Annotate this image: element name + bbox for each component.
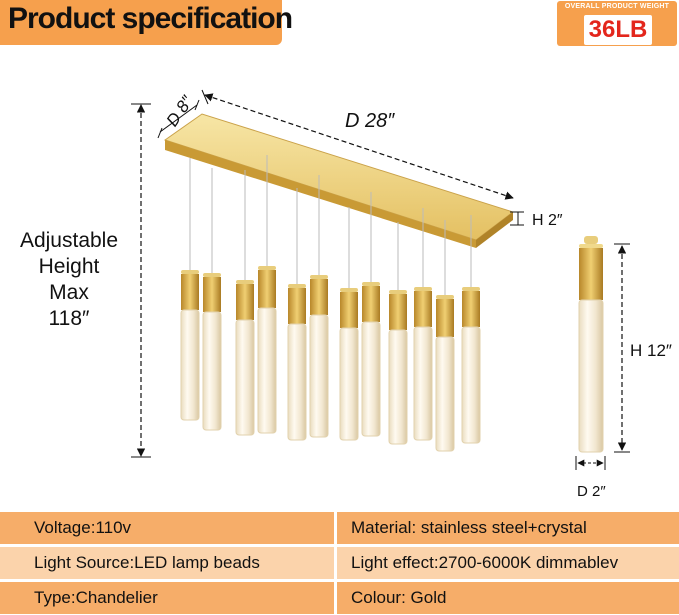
pendant-5 [287, 188, 307, 441]
adjustable-line-2: Height [38, 255, 100, 278]
pendant-8 [361, 192, 381, 437]
adjustable-line-4: 118″ [48, 307, 90, 330]
spec-light-source: Light Source:LED lamp beads [0, 547, 334, 579]
pendant-12 [461, 215, 481, 444]
length-label: D 28″ [345, 110, 395, 132]
page-title: Product specification [8, 2, 293, 35]
adjustable-line-1: Adjustable [19, 229, 119, 252]
chandelier-diagram: D 8″ D 28″ H 2″ [131, 89, 672, 500]
adjustable-height-label: Adjustable Height Max 118″ [10, 228, 128, 332]
pendant-1 [180, 158, 200, 421]
pendant-9 [388, 222, 408, 445]
pendant-height-dimension: H 12″ [614, 243, 672, 453]
spec-type: Type:Chandelier [0, 582, 334, 614]
spec-light-effect: Light effect:2700-6000K dimmablev [337, 547, 679, 579]
weight-badge: OVERALL PRODUCT WEIGHT 36LB [557, 1, 677, 46]
adjustable-line-3: Max [49, 281, 89, 304]
pendant-height-label: H 12″ [630, 341, 672, 360]
single-pendant-detail [578, 236, 604, 453]
pendants [180, 155, 481, 452]
spec-table: Voltage:110v Material: stainless steel+c… [0, 512, 679, 615]
spec-voltage: Voltage:110v [0, 512, 334, 544]
weight-value: 36LB [584, 15, 652, 45]
pendant-2 [202, 168, 222, 431]
title-banner: Product specification [0, 0, 293, 45]
pendant-6 [309, 175, 329, 438]
pendant-11 [435, 220, 455, 452]
pendant-10 [413, 208, 433, 441]
spec-material: Material: stainless steel+crystal [337, 512, 679, 544]
overall-height-dimension [131, 103, 151, 458]
pendant-diameter-label: D 2″ [577, 483, 606, 500]
pendant-diameter-dimension: D 2″ [575, 456, 606, 500]
pendant-3 [235, 170, 255, 436]
pendant-7 [339, 207, 359, 441]
canopy-height-dimension: H 2″ [510, 211, 563, 229]
length-dimension: D 28″ [201, 89, 514, 200]
canopy [163, 113, 515, 248]
pendant-4 [257, 155, 277, 434]
spec-colour: Colour: Gold [337, 582, 679, 614]
weight-label: OVERALL PRODUCT WEIGHT [564, 3, 670, 10]
canopy-height-label: H 2″ [532, 212, 563, 229]
